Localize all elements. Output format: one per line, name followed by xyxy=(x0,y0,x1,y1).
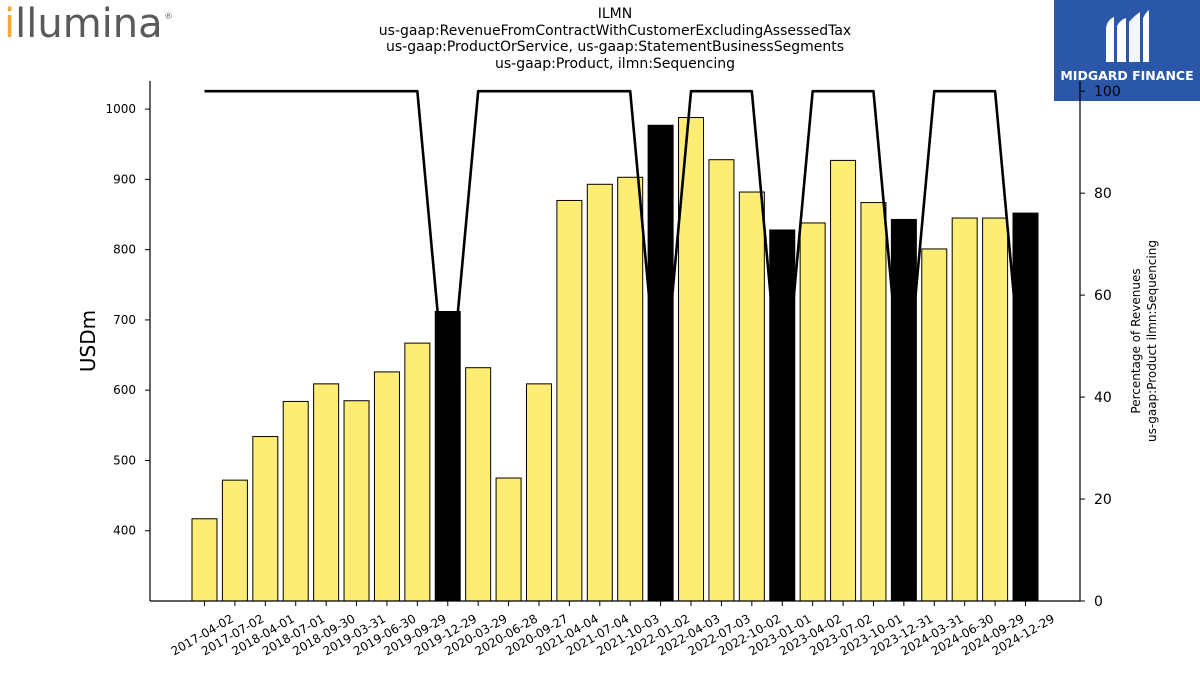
bar-2020-06-28 xyxy=(495,477,522,602)
bar-2023-12-31 xyxy=(890,218,917,602)
y2-axis-label-line-1: Percentage of Revenues xyxy=(1129,268,1143,413)
bar-2022-04-03 xyxy=(678,117,705,602)
title-line-4: us-gaap:Product, ilmn:Sequencing xyxy=(494,55,736,72)
y-axis-label: USDm xyxy=(76,310,100,372)
bar-2017-04-02 xyxy=(191,518,218,602)
bar-2018-04-01 xyxy=(252,436,279,602)
midgard-finance-logo: MIDGARD FINANCE xyxy=(1054,0,1200,101)
bar-series xyxy=(191,117,1039,602)
bar-2024-09-29 xyxy=(982,217,1009,602)
y-tick-label: 800 xyxy=(113,243,136,257)
bar-2023-07-02 xyxy=(830,159,857,602)
bar-2023-04-02 xyxy=(799,222,826,602)
title-line-1: ILMN xyxy=(597,6,633,22)
y2-tick-label: 20 xyxy=(1094,492,1112,508)
bar-2022-10-02 xyxy=(738,191,765,602)
bar-2024-12-29 xyxy=(1012,212,1039,602)
y-tick-label: 900 xyxy=(113,172,136,186)
bar-2021-07-04 xyxy=(586,183,613,602)
bar-2019-06-30 xyxy=(373,371,400,602)
bar-2021-10-03 xyxy=(617,176,644,602)
midgard-brand-text: MIDGARD FINANCE xyxy=(1060,68,1194,83)
percentage-line xyxy=(204,89,1027,424)
chart-title: ILMN us-gaap:RevenueFromContractWithCust… xyxy=(300,6,930,72)
y-tick-label: 600 xyxy=(113,383,136,397)
bar-2023-10-01 xyxy=(860,202,887,602)
bar-2019-03-31 xyxy=(343,400,370,602)
bar-2017-07-02 xyxy=(221,479,248,602)
y2-tick-label: 40 xyxy=(1094,390,1112,406)
bar-2024-06-30 xyxy=(951,217,978,602)
bar-2021-04-04 xyxy=(556,199,583,602)
bar-2018-09-30 xyxy=(313,383,340,602)
bar-2024-03-31 xyxy=(921,248,948,602)
title-line-2: us-gaap:RevenueFromContractWithCustomerE… xyxy=(378,22,852,39)
midgard-m-icon xyxy=(1106,10,1149,62)
bar-2019-09-29 xyxy=(404,342,431,602)
y2-tick-label: 100 xyxy=(1094,84,1121,100)
y2-tick-label: 0 xyxy=(1094,594,1103,610)
y2-tick-label: 80 xyxy=(1094,186,1112,202)
title-line-3: us-gaap:ProductOrService, us-gaap:Statem… xyxy=(385,39,844,55)
y2-tick-label: 60 xyxy=(1094,288,1112,304)
bar-2020-03-29 xyxy=(465,367,492,602)
bar-2020-09-27 xyxy=(525,383,552,602)
registered-mark: ® xyxy=(164,12,173,22)
y-tick-label: 700 xyxy=(113,313,136,327)
bar-2019-12-29 xyxy=(434,310,461,602)
bar-2022-07-03 xyxy=(708,159,735,602)
y-tick-label: 500 xyxy=(113,453,136,467)
illumina-logo: illumina ® xyxy=(4,2,174,46)
percentage-line-series xyxy=(204,89,1027,424)
axes: 40050060070080090010000204060801002017-0… xyxy=(76,81,1159,658)
illumina-logo-text: illumina xyxy=(4,1,163,47)
y-tick-label: 400 xyxy=(113,524,136,538)
y-tick-label: 1000 xyxy=(105,102,136,116)
y2-axis-label-line-2: us-gaap:Product ilmn:Sequencing xyxy=(1145,240,1159,442)
bar-2018-07-01 xyxy=(282,400,309,602)
bar-2022-01-02 xyxy=(647,124,674,602)
